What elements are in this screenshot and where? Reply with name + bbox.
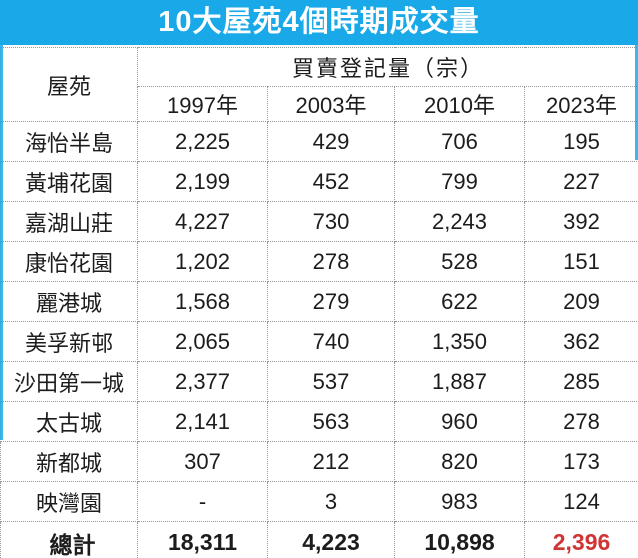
year-header-row: 1997年 2003年 2010年 2023年: [1, 86, 638, 122]
title-bar: 10大屋苑4個時期成交量: [0, 0, 638, 45]
value-cell: 362: [523, 321, 638, 362]
total-value-cell: 2,396: [523, 521, 638, 558]
value-cell: 2,141: [137, 401, 268, 442]
total-value-cell: 18,311: [137, 521, 268, 558]
estate-name: 海怡半島: [0, 121, 138, 162]
value-cell: 212: [267, 441, 395, 482]
value-cell: 278: [267, 241, 395, 282]
year-header: 1997年: [137, 86, 268, 122]
value-cell: 537: [267, 361, 395, 402]
value-cell: 1,202: [137, 241, 268, 282]
table-row: 康怡花園 1,202 278 528 151: [0, 241, 638, 282]
table-row: 沙田第一城 2,377 537 1,887 285: [0, 361, 638, 402]
table-row: 太古城 2,141 563 960 278: [0, 401, 638, 442]
table-row: 美孚新邨 2,065 740 1,350 362: [0, 321, 638, 362]
year-header: 2023年: [523, 86, 638, 122]
estate-name: 映灣園: [0, 481, 138, 522]
value-cell: 706: [394, 121, 525, 162]
estate-name: 康怡花園: [0, 241, 138, 282]
table-row: 映灣園 -3 983 124: [0, 481, 638, 522]
page-title: 10大屋苑4個時期成交量: [158, 6, 480, 38]
value-cell: 285: [523, 361, 638, 402]
estates-table: 屋苑 買賣登記量（宗） 1997年 2003年 2010年 2023年 海怡半島 2,2…: [0, 47, 638, 558]
value-cell: 622: [394, 281, 525, 322]
total-row: 總計 18,311 4,223 10,898 2,396: [0, 521, 638, 558]
value-cell: 740: [267, 321, 395, 362]
estate-name: 美孚新邨: [0, 321, 138, 362]
total-value-cell: 4,223: [267, 521, 395, 558]
value-cell: 799: [394, 161, 525, 202]
group-header: 買賣登記量（宗）: [136, 47, 638, 87]
table-row: 海怡半島 2,225 429 706 195: [0, 121, 638, 162]
value-cell: 2,243: [394, 201, 525, 242]
table-row: 新都城 307 212 820 173: [0, 441, 638, 482]
value-cell: 2,377: [137, 361, 268, 402]
table-row: 嘉湖山莊 4,227 730 2,243 392: [0, 201, 638, 242]
value-cell: 173: [523, 441, 638, 482]
value-cell: 2,225: [137, 121, 268, 162]
value-cell: 4,227: [137, 201, 268, 242]
value-cell: 429: [267, 121, 395, 162]
value-cell: 1,887: [394, 361, 525, 402]
estate-name: 麗港城: [0, 281, 138, 322]
value-cell: 960: [394, 401, 525, 442]
value-cell: 2,065: [137, 321, 268, 362]
value-cell: 227: [523, 161, 638, 202]
value-cell: 1,568: [137, 281, 268, 322]
value-cell: 983: [394, 481, 525, 522]
group-header-row: 屋苑 買賣登記量（宗）: [0, 47, 638, 122]
value-cell: 209: [523, 281, 638, 322]
value-cell: 195: [523, 121, 638, 162]
value-cell: 563: [267, 401, 395, 442]
year-header: 2003年: [267, 86, 395, 122]
value-cell: 3: [267, 481, 395, 522]
value-cell: 820: [394, 441, 525, 482]
value-cell: 278: [523, 401, 638, 442]
estate-name: 沙田第一城: [0, 361, 138, 402]
value-cell: 279: [267, 281, 395, 322]
value-cell: 2,199: [137, 161, 268, 202]
value-cell: 392: [523, 201, 638, 242]
value-cell: 124: [523, 481, 638, 522]
value-cell: -: [137, 481, 268, 522]
estate-name: 嘉湖山莊: [0, 201, 138, 242]
value-cell: 307: [137, 441, 268, 482]
value-cell: 528: [394, 241, 525, 282]
total-value-cell: 10,898: [394, 521, 525, 558]
estate-name: 黃埔花園: [0, 161, 138, 202]
table-row: 黃埔花園 2,199 452 799 227: [0, 161, 638, 202]
table-row: 麗港城 1,568 279 622 209: [0, 281, 638, 322]
estate-name: 新都城: [0, 441, 138, 482]
value-cell: 1,350: [394, 321, 525, 362]
estate-name: 太古城: [0, 401, 138, 442]
value-cell: 730: [267, 201, 395, 242]
value-cell: 452: [267, 161, 395, 202]
value-cell: 151: [523, 241, 638, 282]
total-label: 總計: [0, 521, 138, 558]
year-header: 2010年: [394, 86, 525, 122]
estate-column-header: 屋苑: [0, 47, 138, 122]
